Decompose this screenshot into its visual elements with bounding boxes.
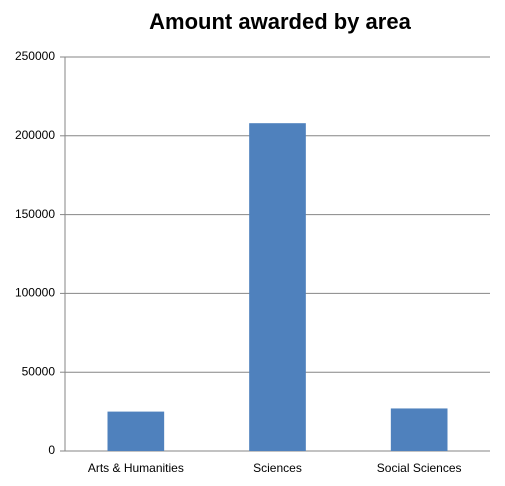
x-tick-label: Social Sciences — [377, 461, 462, 475]
bar — [390, 408, 448, 451]
x-tick-label: Arts & Humanities — [88, 461, 184, 475]
bar — [249, 123, 306, 451]
x-tick-label: Sciences — [253, 461, 302, 475]
y-tick-label: 150000 — [15, 207, 55, 221]
y-tick-label: 100000 — [15, 286, 55, 300]
y-tick-label: 250000 — [15, 49, 55, 63]
bar — [107, 411, 165, 451]
chart-title: Amount awarded by area — [149, 9, 411, 34]
y-tick-label: 200000 — [15, 128, 55, 142]
y-tick-label: 0 — [48, 443, 55, 457]
y-tick-label: 50000 — [22, 364, 56, 378]
